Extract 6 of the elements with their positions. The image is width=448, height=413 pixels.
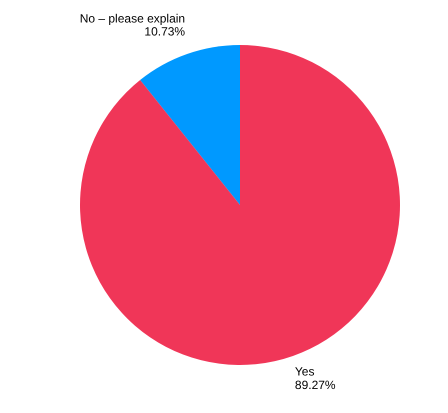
data-label: 10.73% [144,24,186,39]
pie-slice [140,45,240,205]
pie-slice [80,45,400,365]
slice-label: Yes [294,364,314,379]
slice-label: No – please explain [80,11,186,26]
data-label: 89.27% [294,378,336,392]
